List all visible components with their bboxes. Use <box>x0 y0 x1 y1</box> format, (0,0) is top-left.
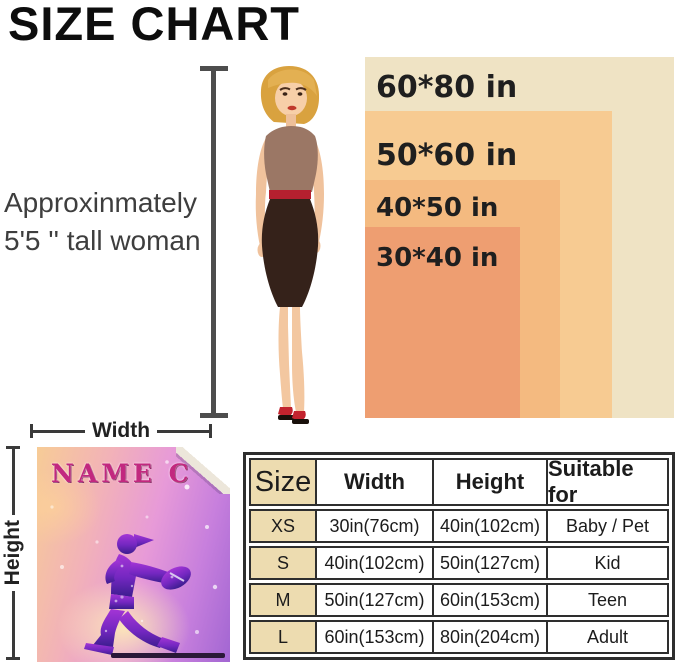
woman-skirt <box>261 199 319 307</box>
header-suitable: Suitable for <box>548 456 634 507</box>
cell-m-width: 50in(127cm) <box>317 585 434 615</box>
woman-belt <box>269 190 311 199</box>
cell-l-height: 80in(204cm) <box>434 622 548 652</box>
cell-xs-height: 40in(102cm) <box>434 511 548 541</box>
size-label-30x40: 30*40 in <box>376 243 499 273</box>
size-table-header-row: Size Width Height Suitable for <box>249 456 669 507</box>
page-title: SIZE CHART <box>8 0 300 50</box>
table-row-s: S 40in(102cm) 50in(127cm) Kid <box>249 546 669 580</box>
player-front-leg <box>93 609 125 647</box>
woman-neck <box>286 114 296 127</box>
size-rect-30x40 <box>365 227 520 418</box>
blanket-ground-line <box>111 653 225 658</box>
player-head <box>117 534 137 554</box>
cell-m-size: M <box>251 585 317 615</box>
header-size: Size <box>251 460 317 504</box>
woman-face <box>275 80 307 116</box>
ruler-top-cap <box>200 66 228 71</box>
height-measure: Height <box>1 446 24 661</box>
woman-right-leg <box>292 307 305 412</box>
size-label-40x50: 40*50 in <box>376 193 499 223</box>
blanket-name-text: NAME C <box>51 459 193 488</box>
player-torso <box>111 554 136 597</box>
woman-lips <box>287 105 297 111</box>
woman-right-shoe <box>292 411 306 421</box>
height-measure-bottom-tick <box>6 657 20 661</box>
table-row-m: M 50in(127cm) 60in(153cm) Teen <box>249 583 669 617</box>
size-label-50x60: 50*60 in <box>376 138 518 173</box>
size-label-60x80: 60*80 in <box>376 70 518 105</box>
woman-left-leg <box>278 307 291 408</box>
width-measure-right-tick <box>209 424 212 438</box>
cell-s-suitable: Kid <box>594 552 621 573</box>
cell-l-suitable: Adult <box>586 626 629 647</box>
cell-s-size: S <box>251 548 317 578</box>
model-height-note-line1: Approxinmately <box>4 187 197 218</box>
cell-s-width: 40in(102cm) <box>317 548 434 578</box>
player-ponytail <box>134 534 154 548</box>
cell-l-size: L <box>251 622 317 652</box>
woman-top <box>264 126 318 192</box>
header-width: Width <box>317 460 434 504</box>
football <box>161 566 191 590</box>
cell-m-suitable: Teen <box>587 589 628 610</box>
model-height-note: Approxinmately 5'5 '' tall woman <box>4 184 209 260</box>
table-row-l: L 60in(153cm) 80in(204cm) Adult <box>249 620 669 654</box>
model-height-note-line2: 5'5 '' tall woman <box>4 224 201 256</box>
header-height: Height <box>434 460 548 504</box>
size-table: Size Width Height Suitable for XS 30in(7… <box>243 452 675 660</box>
blanket-folded-corner <box>176 447 230 494</box>
ruler-bottom-cap <box>200 413 228 418</box>
player-back-leg <box>119 611 164 648</box>
height-ruler-line <box>211 69 216 417</box>
table-row-xs: XS 30in(76cm) 40in(102cm) Baby / Pet <box>249 509 669 543</box>
cell-m-height: 60in(153cm) <box>434 585 548 615</box>
height-measure-top-tick <box>6 446 20 449</box>
cell-xs-size: XS <box>251 511 317 541</box>
width-measure: Width <box>30 419 212 442</box>
cell-s-height: 50in(127cm) <box>434 548 548 578</box>
height-measure-label: Height <box>1 520 24 586</box>
width-measure-label: Width <box>91 419 151 442</box>
blanket-preview: NAME C <box>37 447 230 662</box>
woman-fringe <box>268 69 317 96</box>
woman-left-shoe <box>278 407 293 417</box>
football-player-silhouette <box>84 534 191 655</box>
cell-xs-width: 30in(76cm) <box>317 511 434 541</box>
cell-l-width: 60in(153cm) <box>317 622 434 652</box>
cell-xs-suitable: Baby / Pet <box>565 515 650 536</box>
width-measure-left-tick <box>30 424 33 438</box>
woman-illustration <box>255 66 324 424</box>
